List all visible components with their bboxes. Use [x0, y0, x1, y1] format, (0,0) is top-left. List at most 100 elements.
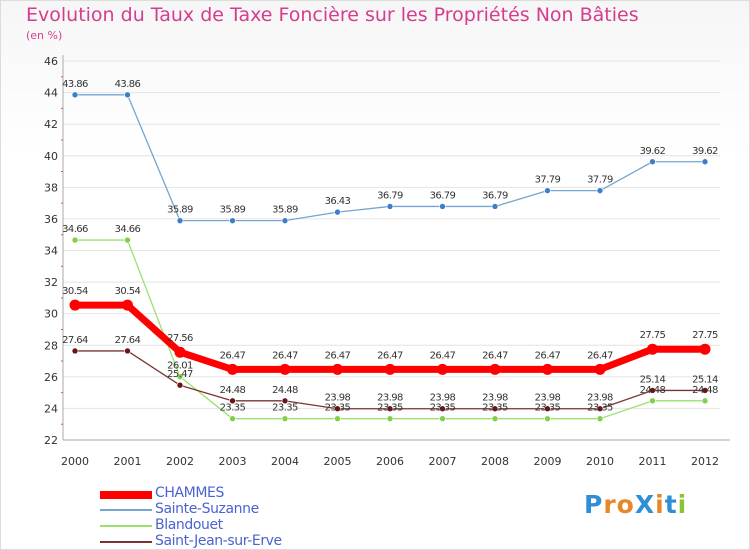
data-point: [229, 397, 236, 405]
data-label: 43.86: [115, 79, 141, 90]
x-tick-label: 2004: [271, 455, 299, 468]
series-lines: [69, 91, 711, 422]
data-point: [491, 405, 499, 413]
data-label: 24.48: [640, 385, 666, 396]
y-tick-label: 22: [44, 434, 58, 447]
y-tick-label: 26: [44, 371, 58, 384]
proxiti-logo: ProXiti: [584, 490, 688, 519]
data-label: 35.89: [220, 205, 246, 216]
data-point: [334, 208, 341, 216]
data-labels: 30.54 30.54 27.56 26.47 26.47 26.47 26.47 26.47…: [62, 79, 718, 414]
data-label: 23.35: [220, 403, 246, 414]
data-point: [439, 415, 446, 422]
data-label: 26.47: [220, 350, 246, 361]
legend-label: Saint-Jean-sur-Erve: [155, 533, 282, 549]
data-label: 26.47: [325, 350, 351, 361]
x-tick-label: 2003: [219, 455, 247, 468]
y-tick-label: 40: [44, 150, 58, 163]
data-label: 23.35: [325, 403, 351, 414]
data-label: 23.98: [377, 393, 403, 404]
data-label: 27.75: [640, 330, 666, 341]
grid: [63, 60, 720, 409]
data-point: [332, 363, 343, 375]
y-axis-unit: (en %): [26, 29, 63, 42]
data-label: 27.64: [115, 335, 141, 346]
data-label: 26.47: [377, 350, 403, 361]
data-point: [176, 381, 184, 389]
data-point: [489, 363, 501, 375]
data-label: 36.43: [325, 196, 351, 207]
legend-swatch: [100, 509, 152, 511]
y-tick-label: 44: [44, 87, 58, 100]
series-line-1: [75, 94, 705, 222]
data-label: 30.54: [115, 286, 141, 297]
x-tick-label: 2005: [324, 455, 352, 468]
data-point: [176, 373, 184, 380]
data-point: [596, 415, 604, 422]
data-label: 26.01: [167, 361, 193, 372]
data-label: 23.35: [482, 403, 508, 414]
data-label: 23.35: [430, 403, 456, 414]
data-point: [229, 217, 236, 224]
x-tick-label: 2002: [166, 455, 194, 468]
data-point: [122, 299, 133, 311]
data-point: [439, 203, 446, 210]
data-point: [596, 405, 604, 413]
data-label: 37.79: [535, 175, 561, 186]
data-point: [649, 397, 656, 405]
data-label: 26.47: [430, 350, 456, 361]
data-label: 30.54: [62, 286, 88, 297]
chart-title: Evolution du Taux de Taxe Foncière sur l…: [26, 4, 639, 26]
data-label: 23.98: [482, 393, 508, 404]
y-tick-label: 34: [44, 245, 58, 258]
data-point: [544, 187, 551, 194]
tick-labels: 22 24 26 28 30 32 34 36 38 40 42 44 46 2000 2001 2002 20…: [44, 55, 719, 468]
data-point: [699, 343, 711, 355]
data-point: [701, 397, 709, 405]
data-label: 26.47: [482, 350, 508, 361]
data-point: [69, 299, 81, 311]
legend-swatch: [100, 525, 152, 527]
data-label: 23.35: [377, 403, 403, 414]
data-point: [491, 203, 499, 210]
legend-label: Blandouet: [155, 517, 223, 533]
x-tick-label: 2010: [586, 455, 614, 468]
data-label: 34.66: [115, 224, 141, 235]
data-point: [229, 415, 236, 422]
data-label: 39.62: [640, 146, 666, 157]
data-label: 25.47: [167, 369, 193, 380]
x-tick-label: 2006: [376, 455, 404, 468]
data-point: [647, 343, 658, 355]
data-label: 39.62: [692, 146, 718, 157]
x-tick-label: 2001: [114, 455, 142, 468]
data-label: 27.75: [692, 330, 718, 341]
data-point: [281, 397, 289, 405]
y-tick-label: 36: [44, 213, 58, 226]
data-point: [279, 363, 291, 375]
data-point: [544, 405, 551, 413]
data-label: 24.48: [220, 385, 246, 396]
data-point: [71, 347, 79, 355]
data-label: 23.98: [587, 393, 613, 404]
data-point: [596, 187, 604, 194]
data-point: [544, 415, 551, 422]
data-label: 35.89: [272, 205, 298, 216]
data-point: [594, 363, 606, 375]
data-label: 25.14: [640, 374, 666, 385]
x-tick-label: 2008: [481, 455, 509, 468]
data-label: 27.64: [62, 335, 88, 346]
data-point: [491, 415, 499, 422]
x-tick-label: 2000: [61, 455, 89, 468]
data-label: 23.35: [587, 403, 613, 414]
data-point: [124, 236, 131, 244]
data-point: [701, 387, 709, 394]
data-point: [227, 363, 238, 375]
data-point: [437, 363, 448, 375]
data-label: 43.86: [62, 79, 88, 90]
data-label: 37.79: [587, 175, 613, 186]
data-point: [334, 405, 341, 413]
data-point: [542, 363, 553, 375]
y-tick-label: 46: [44, 55, 58, 68]
legend-swatch: [100, 541, 152, 543]
